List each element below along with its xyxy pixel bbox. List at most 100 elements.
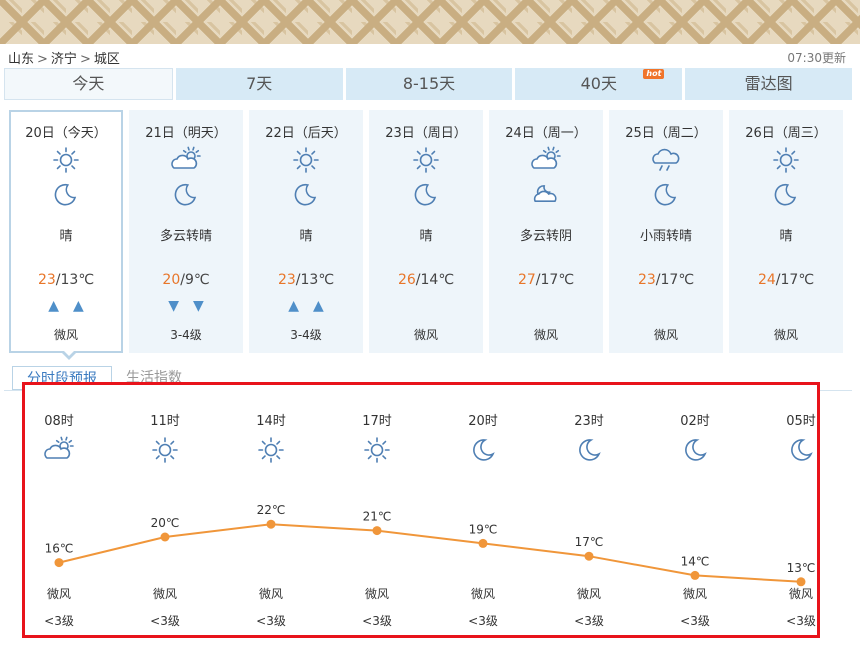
- hot-badge: hot: [643, 69, 665, 79]
- day-wind: 微风: [773, 328, 798, 342]
- sun-icon: [364, 437, 390, 463]
- temperature-point: [478, 538, 488, 548]
- day-date: 21日（明天）: [145, 126, 227, 141]
- tab-8-15-days[interactable]: 8-15天: [345, 68, 513, 100]
- decorative-banner: [0, 0, 860, 44]
- hour-wind: 微风: [577, 587, 601, 601]
- moon-icon: [579, 439, 601, 461]
- day-icons: [249, 141, 363, 221]
- breadcrumb-district[interactable]: 城区: [93, 52, 120, 67]
- tab-radar[interactable]: 雷达图: [685, 68, 852, 100]
- temperature-line: [58, 523, 802, 583]
- temperature-label: 22℃: [257, 503, 286, 517]
- day-wind: 3-4级: [290, 328, 322, 342]
- cloudy-sun-icon: [44, 436, 74, 459]
- day-icons: [729, 141, 843, 221]
- hour-label: 05时: [786, 414, 816, 429]
- temperature-label: 14℃: [681, 554, 710, 568]
- hour-wind-level: <3级: [44, 614, 74, 628]
- hour-wind-level: <3级: [150, 614, 180, 628]
- cloudy-moon-icon: [533, 185, 557, 202]
- moon-icon: [174, 183, 197, 206]
- day-card[interactable]: 20日（今天） 晴 23/13℃ ▲▲ 微风: [9, 110, 123, 360]
- day-card[interactable]: 24日（周一） 多云转阴 27/17℃ 微风: [489, 110, 603, 353]
- day-card[interactable]: 21日（明天） 多云转晴 20/9℃ ▼▼ 3-4级: [129, 110, 243, 353]
- moon-icon: [294, 183, 317, 206]
- day-card[interactable]: 25日（周二） 小雨转晴 23/17℃ 微风: [609, 110, 723, 353]
- day-card[interactable]: 22日（后天） 晴 23/13℃ ▲▲ 3-4级: [249, 110, 363, 353]
- moon-icon: [54, 183, 77, 206]
- temperature-label: 17℃: [575, 535, 604, 549]
- cloudy-sun-icon: [531, 146, 561, 169]
- day-wind: 3-4级: [170, 328, 202, 342]
- temperature-label: 13℃: [787, 561, 816, 575]
- wind-direction-arrows: [489, 298, 603, 320]
- sun-icon: [293, 147, 319, 173]
- day-wind: 微风: [53, 328, 78, 342]
- wind-direction-arrows: [609, 298, 723, 320]
- day-temperature: 23/17℃: [609, 272, 723, 288]
- temperature-point: [690, 570, 700, 580]
- day-card[interactable]: 26日（周三） 晴 24/17℃ 微风: [729, 110, 843, 353]
- day-temperature: 23/13℃: [249, 272, 363, 288]
- moon-icon: [654, 183, 677, 206]
- temperature-point: [160, 532, 170, 542]
- hour-wind-level: <3级: [362, 614, 392, 628]
- day-date: 25日（周二）: [625, 126, 707, 141]
- breadcrumb-province[interactable]: 山东: [8, 52, 35, 67]
- day-high-temp: 20: [162, 272, 181, 288]
- day-low-temp: /13℃: [55, 272, 95, 288]
- day-temperature: 20/9℃: [129, 272, 243, 288]
- day-icons: [129, 141, 243, 221]
- wind-direction-arrows: [729, 298, 843, 320]
- active-day-pointer: [61, 350, 77, 360]
- hour-label: 20时: [468, 414, 498, 429]
- day-condition: 多云转阴: [519, 229, 572, 244]
- sun-icon: [53, 147, 79, 173]
- tab-7-days[interactable]: 7天: [175, 68, 343, 100]
- tab-today[interactable]: 今天: [4, 68, 173, 100]
- day-icons: [369, 141, 483, 221]
- temperature-point: [796, 577, 806, 587]
- day-condition: 小雨转晴: [639, 229, 692, 244]
- day-condition: 晴: [299, 229, 313, 244]
- hour-wind-level: <3级: [786, 614, 816, 628]
- update-time: 07:30更新: [787, 51, 846, 65]
- breadcrumb-city[interactable]: 济宁: [50, 52, 77, 67]
- sun-icon: [258, 437, 284, 463]
- breadcrumb-sep: >: [37, 52, 48, 67]
- temperature-label: 16℃: [45, 542, 74, 556]
- day-icons: [11, 141, 121, 221]
- hour-wind-level: <3级: [680, 614, 710, 628]
- hour-label: 02时: [680, 414, 710, 429]
- day-condition: 多云转晴: [159, 229, 212, 244]
- day-date: 23日（周日）: [385, 126, 467, 141]
- day-card[interactable]: 23日（周日） 晴 26/14℃ 微风: [369, 110, 483, 353]
- day-low-temp: /17℃: [535, 272, 575, 288]
- temperature-point: [54, 558, 64, 568]
- day-low-temp: /17℃: [775, 272, 815, 288]
- hour-wind: 微风: [683, 587, 707, 601]
- hour-wind: 微风: [153, 587, 177, 601]
- temperature-label: 19℃: [469, 522, 498, 536]
- cloudy-sun-icon: [171, 146, 201, 169]
- temperature-label: 20℃: [151, 516, 180, 530]
- moon-icon: [685, 439, 707, 461]
- temperature-point: [584, 551, 594, 561]
- hour-wind: 微风: [789, 587, 813, 601]
- hour-wind-level: <3级: [256, 614, 286, 628]
- temperature-label: 21℃: [363, 510, 392, 524]
- breadcrumb-sep: >: [79, 52, 91, 67]
- moon-icon: [774, 183, 797, 206]
- tab-40-days[interactable]: 40天 hot: [515, 68, 683, 100]
- hour-label: 23时: [574, 414, 604, 429]
- hour-label: 08时: [44, 414, 74, 429]
- day-high-temp: 23: [37, 272, 56, 288]
- day-wind: 微风: [533, 328, 558, 342]
- day-condition: 晴: [779, 229, 793, 244]
- day-low-temp: /14℃: [415, 272, 455, 288]
- day-low-temp: /9℃: [180, 272, 210, 288]
- wind-direction-arrows: ▼▼: [168, 298, 218, 314]
- wind-direction-arrows: ▲▲: [48, 298, 98, 314]
- day-high-temp: 26: [397, 272, 416, 288]
